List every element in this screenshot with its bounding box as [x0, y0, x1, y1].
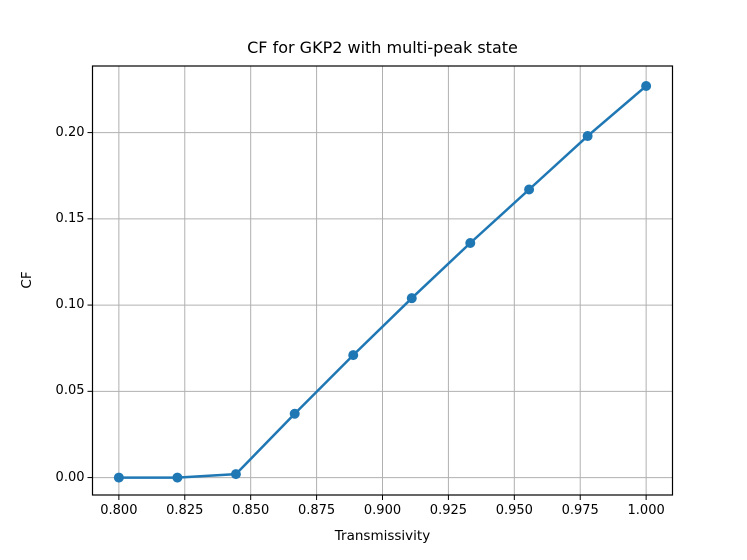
y-axis-label: CF [19, 271, 35, 289]
data-point-marker [172, 472, 183, 483]
axis-ticks [87, 132, 647, 500]
grid-lines [92, 66, 673, 495]
x-tick-label: 0.825 [166, 503, 204, 518]
data-point-marker [582, 131, 593, 142]
data-series [113, 81, 652, 483]
x-tick-label: 0.925 [429, 503, 468, 518]
data-point-marker [289, 408, 300, 419]
x-tick-label: 1.000 [627, 503, 665, 518]
y-tick-label: 0.00 [55, 469, 85, 485]
x-tick-label: 0.875 [297, 503, 336, 518]
data-point-marker [524, 184, 535, 195]
x-tick-label: 0.900 [363, 503, 402, 518]
y-tick-label: 0.20 [55, 124, 85, 140]
series-line [117, 84, 648, 479]
x-tick-label: 0.975 [561, 503, 599, 518]
y-tick-label: 0.10 [55, 297, 85, 313]
y-tick-label: 0.05 [55, 383, 85, 399]
x-tick-label: 0.800 [100, 503, 138, 518]
data-point-marker [113, 472, 124, 483]
data-point-marker [348, 350, 359, 361]
data-point-marker [230, 469, 241, 480]
x-tick-label: 0.850 [232, 503, 270, 518]
data-point-marker [406, 293, 417, 304]
x-axis-label: Transmissivity [334, 528, 431, 544]
data-point-marker [641, 81, 652, 92]
x-tick-label: 0.950 [495, 503, 533, 518]
data-point-marker [465, 237, 476, 248]
chart-title: CF for GKP2 with multi-peak state [247, 38, 518, 57]
y-tick-label: 0.15 [55, 210, 85, 226]
